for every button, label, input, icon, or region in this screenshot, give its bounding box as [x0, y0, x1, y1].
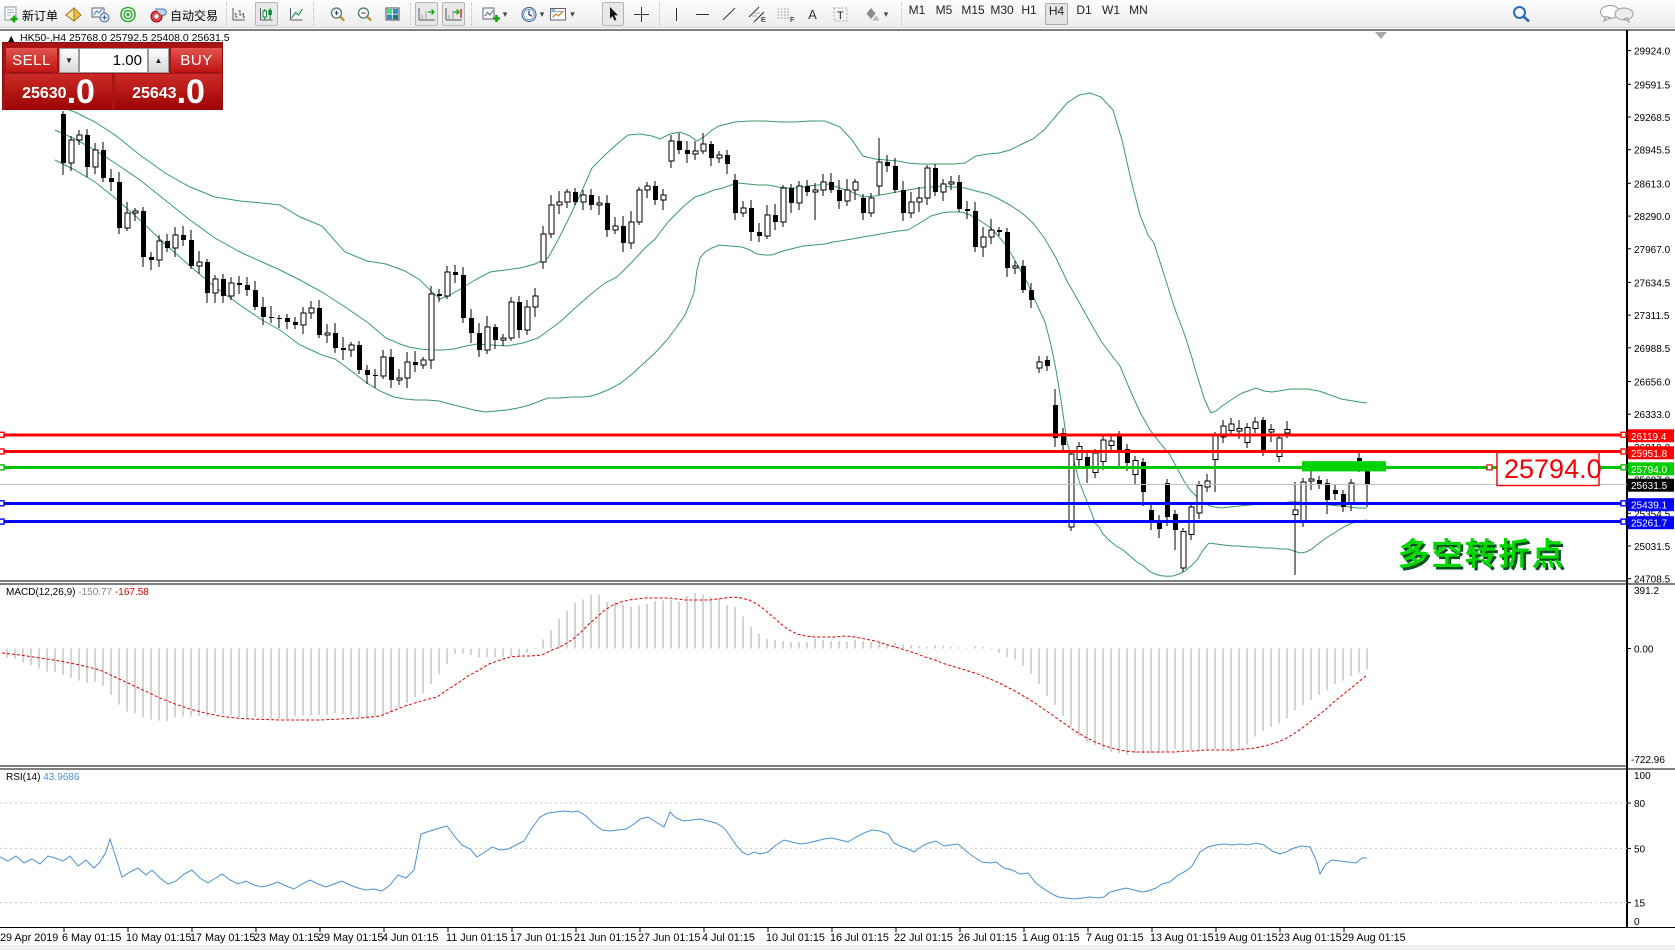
svg-text:E: E: [761, 15, 766, 23]
svg-text:25631.5: 25631.5: [1631, 481, 1668, 492]
svg-text:26656.0: 26656.0: [1634, 378, 1671, 389]
svg-text:29 Aug 01:15: 29 Aug 01:15: [1342, 932, 1406, 944]
svg-text:多空转折点: 多空转折点: [1401, 540, 1569, 575]
svg-text:10 Jul 01:15: 10 Jul 01:15: [766, 932, 825, 944]
svg-text:0.00: 0.00: [1634, 645, 1654, 656]
svg-text:17 Jun 01:15: 17 Jun 01:15: [510, 932, 572, 944]
svg-text:22 Jul 01:15: 22 Jul 01:15: [894, 932, 953, 944]
svg-text:11 Jun 01:15: 11 Jun 01:15: [446, 932, 508, 944]
svg-text:25794.0: 25794.0: [1631, 465, 1668, 476]
svg-text:25261.7: 25261.7: [1631, 519, 1668, 530]
svg-text:80: 80: [1634, 799, 1646, 810]
svg-text:7 Aug 01:15: 7 Aug 01:15: [1086, 932, 1144, 944]
svg-text:6 May 01:15: 6 May 01:15: [62, 932, 121, 944]
svg-text:28945.5: 28945.5: [1634, 146, 1671, 157]
svg-text:29 Apr 2019: 29 Apr 2019: [0, 932, 58, 944]
svg-text:29924.0: 29924.0: [1634, 47, 1671, 58]
svg-text:27967.0: 27967.0: [1634, 245, 1671, 256]
svg-text:16 Jul 01:15: 16 Jul 01:15: [830, 932, 889, 944]
svg-text:50: 50: [1634, 844, 1646, 855]
svg-text:MACD(12,26,9) -150.77 -167.58: MACD(12,26,9) -150.77 -167.58: [6, 587, 149, 598]
svg-text:26988.5: 26988.5: [1634, 344, 1671, 355]
svg-text:26 Jul 01:15: 26 Jul 01:15: [958, 932, 1017, 944]
svg-text:15: 15: [1634, 899, 1646, 910]
svg-text:多空转折点: 多空转折点: [1398, 537, 1566, 572]
svg-text:T: T: [837, 10, 844, 22]
svg-text:1 Aug 01:15: 1 Aug 01:15: [1022, 932, 1080, 944]
svg-text:25354.5: 25354.5: [1634, 509, 1671, 520]
svg-text:25794.0: 25794.0: [1504, 454, 1602, 484]
svg-text:F: F: [790, 15, 795, 23]
svg-text:21 Jun 01:15: 21 Jun 01:15: [574, 932, 636, 944]
svg-text:▲: ▲: [6, 33, 16, 45]
svg-text:28290.0: 28290.0: [1634, 212, 1671, 223]
svg-text:RSI(14) 43.9686: RSI(14) 43.9686: [6, 772, 80, 783]
svg-text:-722.96: -722.96: [1631, 755, 1665, 766]
svg-text:29 May 01:15: 29 May 01:15: [318, 932, 383, 944]
svg-text:29268.5: 29268.5: [1634, 113, 1671, 124]
svg-text:4 Jun 01:15: 4 Jun 01:15: [382, 932, 438, 944]
svg-text:25439.1: 25439.1: [1631, 501, 1668, 512]
svg-text:HK50-,H4 25768.0 25792.5 2540: HK50-,H4 25768.0 25792.5 25408.0 25631.5: [20, 32, 230, 44]
svg-text:27634.5: 27634.5: [1634, 278, 1671, 289]
svg-text:23 Aug 01:15: 23 Aug 01:15: [1278, 932, 1342, 944]
svg-text:24708.5: 24708.5: [1634, 575, 1671, 586]
svg-text:27311.5: 27311.5: [1634, 311, 1670, 322]
svg-text:19 Aug 01:15: 19 Aug 01:15: [1214, 932, 1278, 944]
svg-text:26119.4: 26119.4: [1631, 432, 1667, 443]
svg-text:391.2: 391.2: [1634, 586, 1659, 597]
svg-text:10 May 01:15: 10 May 01:15: [126, 932, 191, 944]
svg-text:28613.0: 28613.0: [1634, 179, 1671, 190]
svg-text:25951.8: 25951.8: [1631, 449, 1668, 460]
svg-text:100: 100: [1634, 771, 1651, 782]
svg-text:17 May 01:15: 17 May 01:15: [190, 932, 255, 944]
svg-text:13 Aug 01:15: 13 Aug 01:15: [1150, 932, 1214, 944]
svg-text:25031.5: 25031.5: [1634, 542, 1671, 553]
svg-text:26333.0: 26333.0: [1634, 410, 1671, 421]
svg-text:23 May 01:15: 23 May 01:15: [254, 932, 319, 944]
svg-text:27 Jun 01:15: 27 Jun 01:15: [638, 932, 700, 944]
svg-text:0: 0: [1634, 917, 1640, 928]
svg-text:4 Jul 01:15: 4 Jul 01:15: [702, 932, 755, 944]
svg-text:29591.5: 29591.5: [1634, 80, 1671, 91]
